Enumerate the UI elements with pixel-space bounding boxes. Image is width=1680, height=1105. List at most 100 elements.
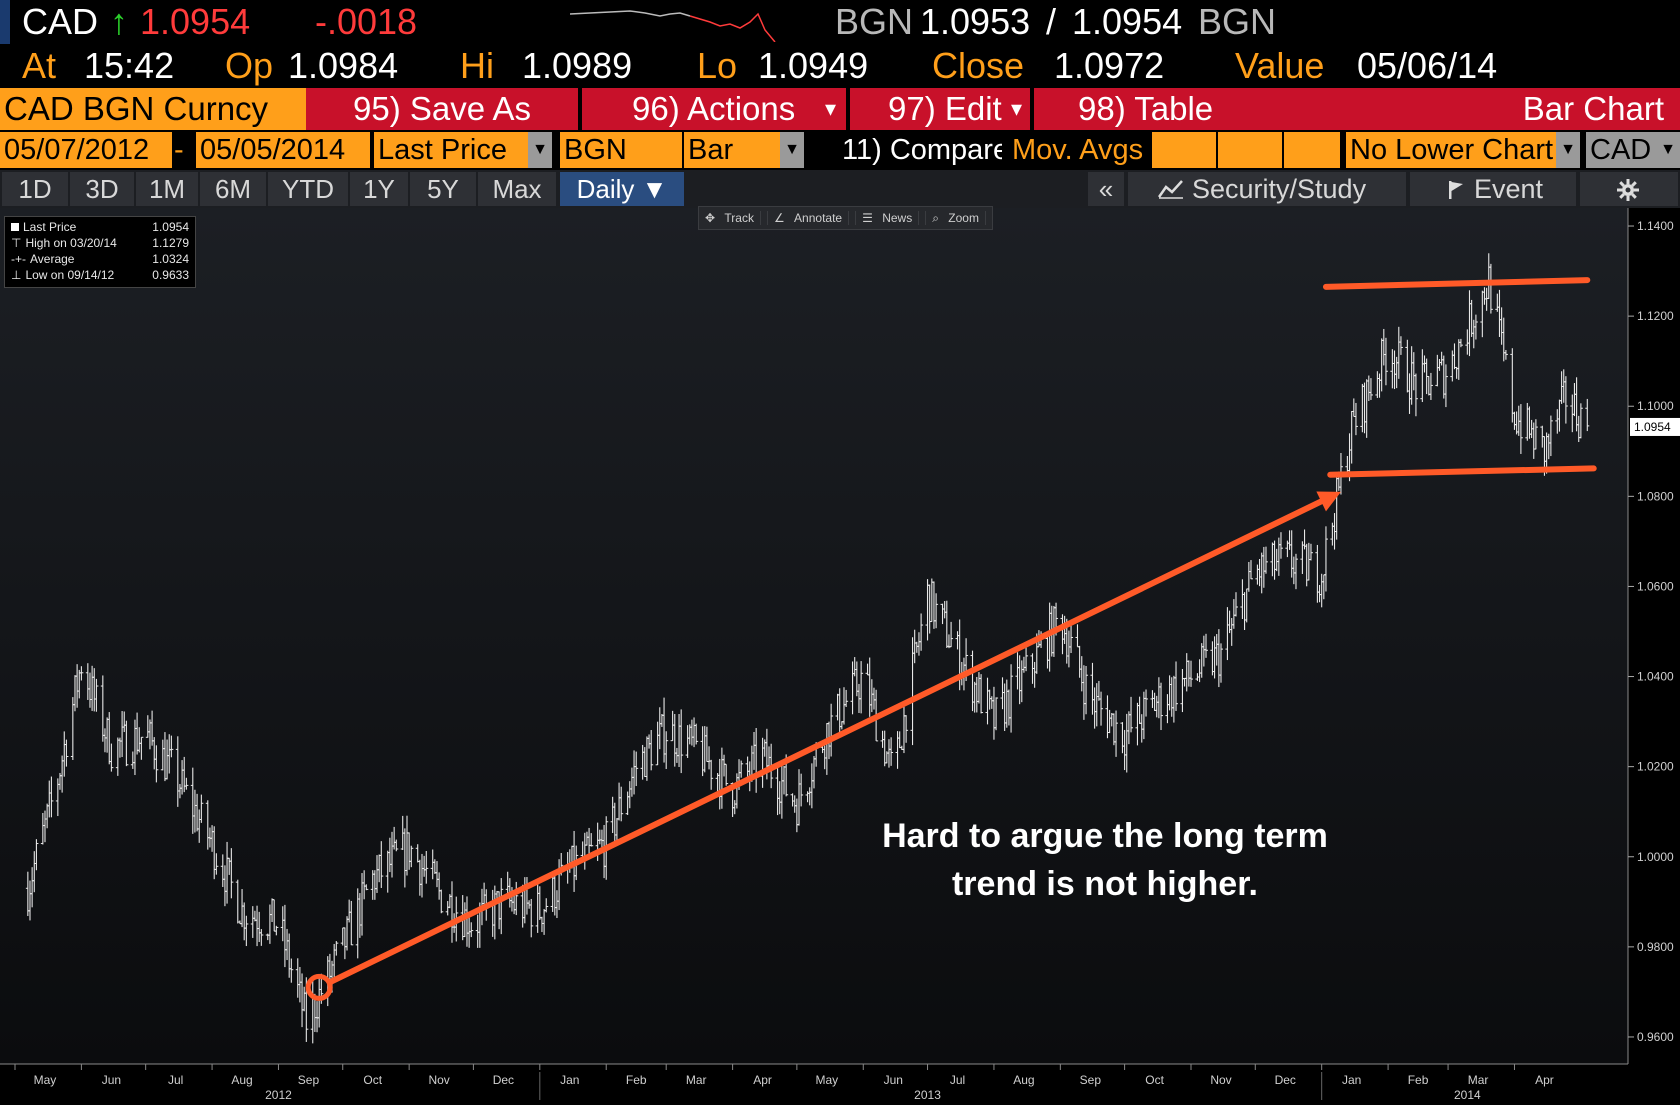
line-chart-icon bbox=[1158, 180, 1183, 199]
start-date-input[interactable]: 05/07/2012 bbox=[0, 132, 172, 168]
track-button[interactable]: ✥ Track bbox=[699, 211, 768, 225]
save-as-button[interactable]: 95) Save As bbox=[306, 88, 578, 130]
high-marker-icon: ⊤ bbox=[11, 236, 22, 250]
annotate-button[interactable]: ∠ Annotate bbox=[767, 211, 857, 225]
compare-button[interactable]: 11) Compare bbox=[842, 134, 1002, 166]
tab-1y[interactable]: 1Y bbox=[350, 172, 408, 206]
collapse-button[interactable]: « bbox=[1088, 172, 1124, 206]
ohlc-bar bbox=[79, 666, 84, 681]
lower-chart-select[interactable]: No Lower Chart bbox=[1346, 132, 1558, 168]
last-price-tag bbox=[1630, 417, 1680, 436]
tab-1m[interactable]: 1M bbox=[136, 172, 198, 206]
price-chart[interactable]: 1.1400 1.1200 1.1000 1.0800 1.0600 1.0400 1.02… bbox=[0, 208, 1680, 1102]
security-field[interactable]: CAD BGN Curncy bbox=[0, 88, 306, 130]
quote-header: CAD ↑ 1.0954 -.0018 BGN 1.0953 / 1.0954 … bbox=[0, 0, 1680, 44]
ohlc-bar bbox=[1548, 415, 1553, 457]
x-tick-label: May bbox=[816, 1073, 839, 1087]
security-study-button[interactable]: Security/Study bbox=[1128, 172, 1406, 206]
legend-low-value: 0.9633 bbox=[152, 268, 189, 282]
chart-tools: ✥ Track ∠ Annotate ☰ News ⌕ Zoom bbox=[698, 206, 993, 230]
edit-label: 97) Edit bbox=[888, 90, 1002, 127]
ohlc-bar bbox=[844, 689, 849, 708]
table-button[interactable]: 98) Table bbox=[1078, 90, 1214, 127]
x-year-label: 2012 bbox=[265, 1088, 292, 1100]
mov-avg-1-input[interactable] bbox=[1152, 132, 1216, 168]
ohlc-bar bbox=[334, 941, 339, 956]
field-dropdown-icon[interactable]: ▼ bbox=[528, 132, 552, 168]
edit-menu[interactable]: 97) Edit ▾ bbox=[850, 88, 1030, 130]
ticker-marker bbox=[0, 0, 10, 44]
chart-legend[interactable]: Last Price 1.0954 ⊤ High on 03/20/14 1.12… bbox=[4, 216, 196, 288]
mov-avg-2-input[interactable] bbox=[1218, 132, 1282, 168]
tab-max[interactable]: Max bbox=[478, 172, 556, 206]
currency-dropdown-icon[interactable]: ▼ bbox=[1656, 132, 1680, 168]
ohlc-bar bbox=[1233, 592, 1238, 617]
mov-avgs-button[interactable]: Mov. Avgs bbox=[1012, 134, 1144, 166]
x-tick-label: Feb bbox=[626, 1073, 647, 1087]
x-tick-label: Apr bbox=[753, 1073, 772, 1087]
lower-chart-dropdown-icon[interactable]: ▼ bbox=[1556, 132, 1580, 168]
ohlc-bar bbox=[1563, 376, 1568, 424]
field-select[interactable]: Last Price bbox=[374, 132, 528, 168]
ohlc-bar bbox=[709, 759, 714, 790]
ohlc-bar bbox=[409, 845, 414, 868]
chart-type-title: Bar Chart bbox=[1522, 90, 1664, 127]
ohlc-bar bbox=[214, 853, 219, 875]
at-label: At bbox=[22, 45, 57, 86]
ohlc-bar bbox=[1323, 526, 1328, 592]
mov-avg-3-input[interactable] bbox=[1284, 132, 1340, 168]
high-value: 1.0989 bbox=[522, 45, 633, 86]
ohlc-bar bbox=[889, 737, 894, 766]
source-right: BGN bbox=[1198, 1, 1277, 42]
chart-annotation: Hard to argue the long term trend is not… bbox=[882, 817, 1328, 903]
source-input[interactable]: BGN bbox=[560, 132, 682, 168]
style-dropdown-icon[interactable]: ▼ bbox=[780, 132, 804, 168]
ohlc-bar bbox=[1263, 546, 1268, 574]
ohlc-bar bbox=[349, 900, 354, 946]
event-button[interactable]: Event bbox=[1410, 172, 1576, 206]
x-tick-label: Dec bbox=[493, 1073, 514, 1087]
ohlc-bar bbox=[94, 678, 99, 712]
end-date-input[interactable]: 05/05/2014 bbox=[196, 132, 370, 168]
high-label: Hi bbox=[460, 45, 494, 86]
ohlc-bar bbox=[1413, 373, 1418, 417]
tab-3d[interactable]: 3D bbox=[70, 172, 134, 206]
tab-1d[interactable]: 1D bbox=[2, 172, 68, 206]
x-tick-label: Dec bbox=[1275, 1073, 1296, 1087]
zoom-button[interactable]: ⌕ Zoom bbox=[926, 211, 992, 225]
security-study-label: Security/Study bbox=[1192, 174, 1367, 204]
ohlc-bar bbox=[1278, 532, 1283, 559]
gear-icon bbox=[1617, 179, 1639, 201]
ohlc-bar bbox=[1578, 403, 1583, 439]
tab-daily[interactable]: Daily ▼ bbox=[560, 172, 684, 206]
ohlc-bar bbox=[1144, 689, 1149, 717]
low-label: Lo bbox=[697, 45, 738, 86]
tab-5y[interactable]: 5Y bbox=[410, 172, 476, 206]
tab-6m[interactable]: 6M bbox=[200, 172, 266, 206]
legend-last-price-value: 1.0954 bbox=[152, 220, 189, 234]
x-tick-label: Aug bbox=[1013, 1073, 1034, 1087]
ohlc-bar bbox=[169, 735, 174, 758]
ohlc-bar bbox=[184, 777, 189, 790]
actions-label: 96) Actions bbox=[632, 90, 796, 127]
x-tick-label: May bbox=[34, 1073, 57, 1087]
ohlc-bar bbox=[529, 898, 534, 938]
chart-area[interactable]: 1.1400 1.1200 1.1000 1.0800 1.0600 1.0400 1.02… bbox=[0, 208, 1680, 1102]
currency-select[interactable]: CAD bbox=[1586, 132, 1658, 168]
settings-button[interactable] bbox=[1580, 172, 1678, 206]
actions-menu[interactable]: 96) Actions ▾ bbox=[582, 88, 846, 130]
tab-ytd[interactable]: YTD bbox=[268, 172, 348, 206]
square-icon bbox=[11, 223, 19, 231]
ticker-symbol: CAD bbox=[22, 1, 99, 42]
net-change: -.0018 bbox=[315, 1, 418, 42]
ohlc-bar bbox=[1129, 696, 1134, 733]
ohlc-bar bbox=[934, 593, 939, 629]
legend-high: ⊤ High on 03/20/14 bbox=[11, 236, 117, 250]
ohlc-bar bbox=[1159, 682, 1164, 731]
event-label: Event bbox=[1474, 174, 1544, 204]
ohlc-bar bbox=[1293, 553, 1298, 590]
ohlc-bar bbox=[634, 751, 639, 787]
last-price: 1.0954 bbox=[140, 1, 251, 42]
news-button[interactable]: ☰ News bbox=[856, 211, 927, 225]
style-select[interactable]: Bar bbox=[684, 132, 782, 168]
